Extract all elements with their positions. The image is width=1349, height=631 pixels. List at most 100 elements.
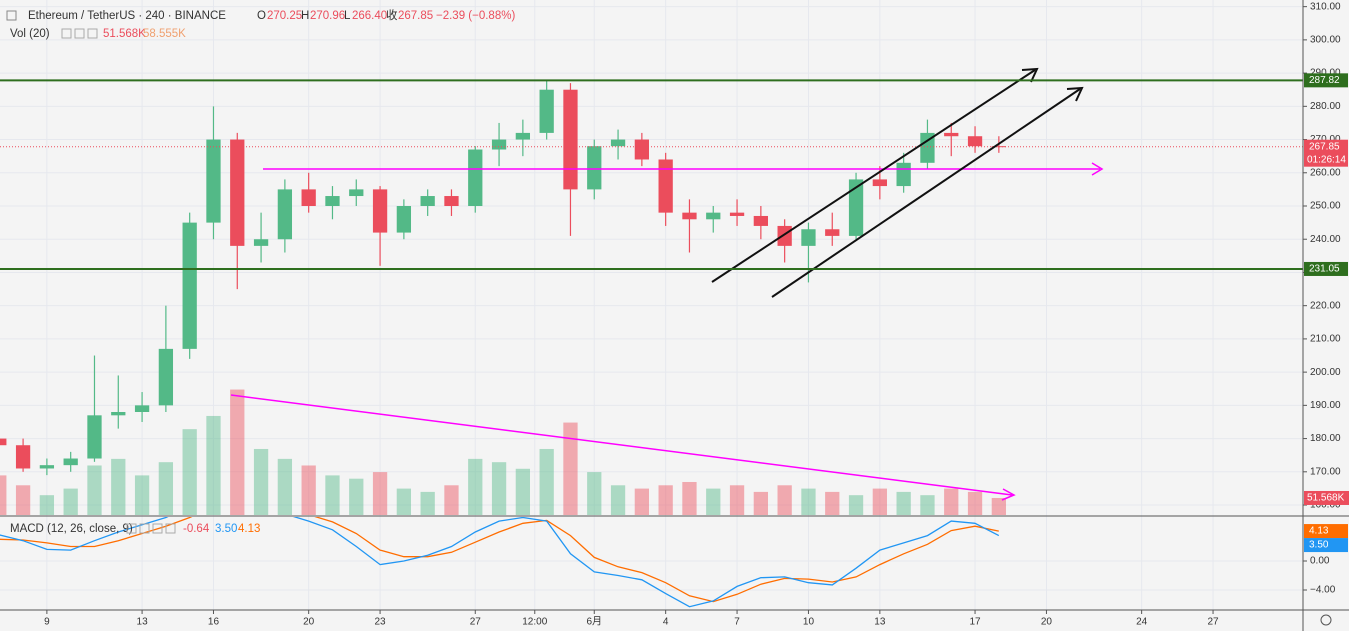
volume-bar — [967, 491, 983, 515]
candle-body — [325, 196, 340, 206]
countdown-label: 01:26:14 — [1307, 154, 1346, 165]
volume-bar — [920, 495, 935, 515]
volume-bar — [848, 495, 864, 515]
candle-body — [396, 206, 412, 233]
candle-body — [777, 225, 792, 246]
candle-body — [610, 139, 626, 147]
volume-bar — [491, 462, 507, 515]
y-tick-label: 200.00 — [1310, 367, 1341, 378]
channel-upper — [711, 69, 1036, 283]
candle-body — [920, 132, 935, 163]
low-label: L — [344, 10, 351, 22]
candle-body — [991, 146, 1006, 148]
x-tick-label: 23 — [375, 617, 387, 628]
candle-body — [277, 189, 293, 240]
candle-body — [539, 89, 554, 133]
high-value: 270.96 — [310, 10, 345, 22]
legend-header: Ethereum / TetherUS · 240 · BINANCE O 27… — [6, 8, 1332, 626]
y-tick-label: −4.00 — [1310, 585, 1336, 596]
volume-bar — [515, 468, 531, 515]
settings-icon[interactable] — [74, 28, 85, 39]
close-label: 收 — [386, 8, 398, 22]
candle-body — [682, 212, 697, 220]
x-tick-label: 17 — [969, 617, 981, 628]
close-icon[interactable] — [165, 523, 176, 534]
volume-pane — [0, 389, 1006, 515]
candle-body — [158, 348, 174, 406]
candle-body — [468, 149, 483, 206]
candle-body — [444, 196, 459, 206]
candle-body — [896, 162, 911, 187]
candle-body — [491, 139, 507, 150]
last-price-label: 267.85 — [1309, 141, 1340, 152]
x-tick-label: 6月 — [586, 616, 602, 628]
price-pane — [0, 79, 1303, 476]
volume-bar — [706, 488, 721, 515]
volume-bar — [872, 488, 887, 515]
candle-body — [967, 136, 983, 147]
low-value: 266.40 — [352, 10, 387, 22]
y-tick-label: 310.00 — [1310, 1, 1341, 12]
volume-bar — [468, 458, 483, 515]
volume-bar — [301, 465, 316, 515]
volume-bar — [253, 448, 269, 515]
arrow-head — [1021, 67, 1039, 83]
level-label-box — [1304, 261, 1348, 276]
volume-bar — [158, 462, 174, 515]
last-price-box — [1304, 139, 1348, 167]
x-tick-label: 27 — [1207, 617, 1219, 628]
settings-icon[interactable] — [126, 523, 137, 534]
volume-bar — [610, 485, 626, 515]
y-tick-label: 280.00 — [1310, 101, 1341, 112]
volume-bar — [87, 465, 102, 515]
candle-body — [753, 215, 768, 226]
candle-body — [349, 189, 364, 197]
volume-bar — [0, 475, 7, 515]
candle-body — [848, 179, 864, 236]
settings-icon[interactable] — [139, 523, 150, 534]
candle-body — [111, 412, 126, 416]
candle-body — [15, 445, 31, 469]
volume-ma: 58.555K — [143, 28, 186, 40]
candle-body — [230, 139, 245, 246]
candle-body — [0, 438, 7, 446]
collapse-icon[interactable] — [6, 10, 17, 21]
candle-body — [206, 139, 221, 223]
settings-gear[interactable] — [1320, 614, 1332, 626]
signal-label-box — [1304, 524, 1348, 539]
axes: 310.00300.00290.00280.00270.00260.00250.… — [44, 1, 1349, 628]
settings-icon[interactable] — [61, 28, 72, 39]
volume-bar — [420, 491, 435, 515]
close-icon[interactable] — [87, 28, 98, 39]
level-label: 287.82 — [1309, 75, 1340, 86]
y-tick-label: 0.00 — [1310, 556, 1330, 567]
volume-bar — [134, 475, 150, 515]
high-label: H — [301, 10, 309, 22]
settings-icon[interactable] — [152, 523, 163, 534]
volume-bar — [396, 488, 412, 515]
x-tick-label: 13 — [137, 617, 149, 628]
y-tick-label: 290.00 — [1310, 68, 1341, 79]
volume-bar — [111, 458, 126, 515]
x-tick-label: 24 — [1136, 617, 1148, 628]
volume-bar — [753, 491, 768, 515]
x-tick-label: 16 — [208, 617, 220, 628]
x-tick-label: 10 — [803, 617, 815, 628]
volume-bar — [801, 488, 816, 515]
y-tick-label: 210.00 — [1310, 334, 1341, 345]
macd-label-box — [1304, 538, 1348, 553]
x-tick-label: 13 — [874, 617, 886, 628]
volume-bar — [206, 415, 221, 515]
macd-title: MACD (12, 26, close, 9) — [10, 523, 133, 535]
volume-bar — [372, 472, 388, 515]
candle-body — [634, 139, 650, 160]
y-tick-label: 250.00 — [1310, 201, 1341, 212]
candle-body — [420, 196, 435, 206]
x-tick-label: 20 — [1041, 617, 1053, 628]
candle-body — [801, 229, 816, 246]
symbol-title: Ethereum / TetherUS · 240 · BINANCE — [28, 10, 226, 22]
candle-body — [944, 132, 959, 137]
signal-value: 4.13 — [238, 523, 260, 535]
